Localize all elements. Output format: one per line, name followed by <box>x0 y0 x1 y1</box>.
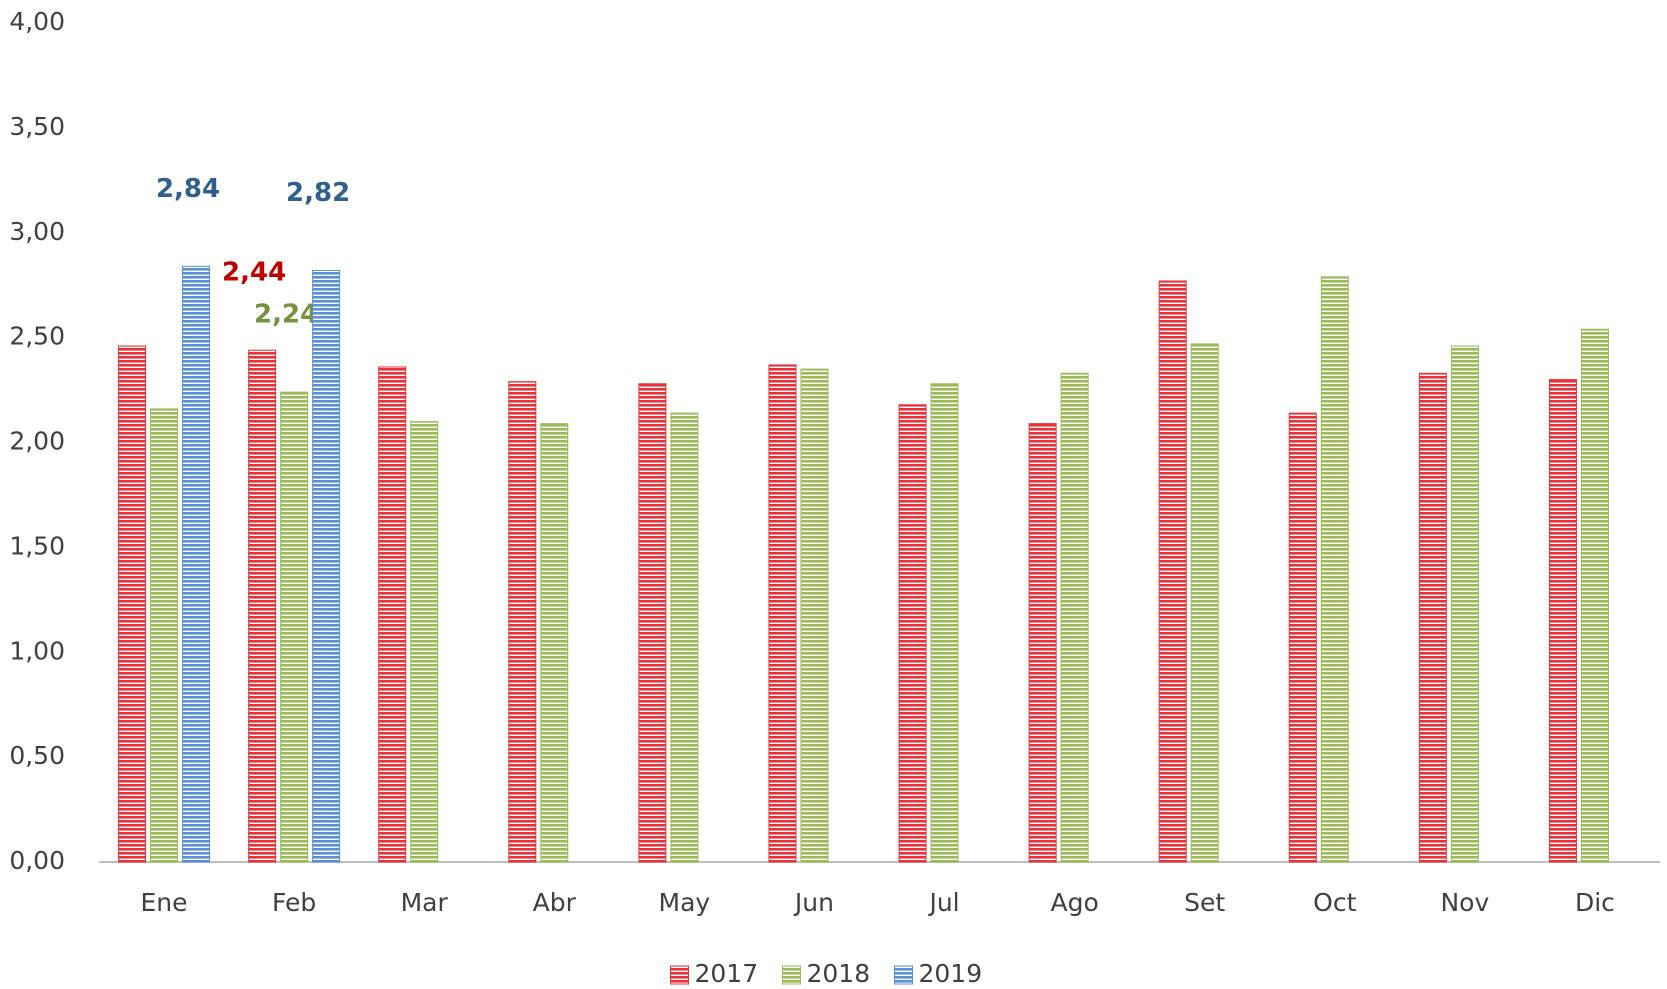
bar <box>1060 372 1089 863</box>
bar <box>1548 379 1577 863</box>
y-tick-label: 4,00 <box>9 7 65 36</box>
x-tick-label: Ene <box>141 888 188 917</box>
x-tick-label: Jul <box>927 888 959 917</box>
bar <box>118 345 147 863</box>
x-tick-label: May <box>659 888 711 917</box>
bar <box>182 265 211 863</box>
bar <box>670 412 699 863</box>
y-tick-label: 1,50 <box>9 531 65 560</box>
x-tick-label: Mar <box>401 888 449 917</box>
legend-swatch <box>670 965 689 985</box>
data-label: 2,24 <box>254 300 318 330</box>
y-tick-label: 2,00 <box>9 427 65 456</box>
bar <box>638 383 667 863</box>
x-tick-label: Feb <box>272 888 316 917</box>
y-tick-label: 1,00 <box>9 636 65 665</box>
bar <box>248 349 277 863</box>
bar <box>1190 343 1219 863</box>
legend-swatch <box>782 965 801 985</box>
y-tick-label: 0,50 <box>9 741 65 770</box>
bar <box>1028 423 1057 863</box>
x-tick-label: Ago <box>1050 888 1098 917</box>
legend-swatch <box>894 965 913 985</box>
y-tick-label: 2,50 <box>9 322 65 351</box>
bar <box>1580 328 1609 863</box>
data-label: 2,82 <box>286 178 350 208</box>
bar <box>508 381 537 863</box>
x-tick-label: Oct <box>1313 888 1356 917</box>
legend-label: 2018 <box>807 959 871 988</box>
x-tick-label: Nov <box>1440 888 1489 917</box>
bar <box>1288 412 1317 863</box>
bar <box>150 408 179 863</box>
bar <box>898 404 927 863</box>
bar <box>768 364 797 863</box>
bar <box>1450 345 1479 863</box>
bar <box>280 391 309 863</box>
bar <box>378 366 407 863</box>
x-tick-label: Set <box>1184 888 1225 917</box>
bar <box>800 368 829 863</box>
bar <box>312 270 341 863</box>
bar <box>410 421 439 863</box>
x-tick-label: Jun <box>793 888 834 917</box>
legend-label: 2017 <box>695 959 759 988</box>
x-tick-label: Dic <box>1575 888 1615 917</box>
data-label: 2,84 <box>156 174 220 204</box>
x-tick-label: Abr <box>533 888 577 917</box>
y-tick-label: 0,00 <box>9 846 65 875</box>
bar <box>930 383 959 863</box>
bar <box>1418 372 1447 863</box>
y-tick-label: 3,50 <box>9 112 65 141</box>
data-label: 2,44 <box>222 258 286 288</box>
bar <box>1320 276 1349 863</box>
y-tick-label: 3,00 <box>9 217 65 246</box>
legend-label: 2019 <box>919 959 983 988</box>
bar <box>540 423 569 863</box>
bar <box>1158 280 1187 863</box>
